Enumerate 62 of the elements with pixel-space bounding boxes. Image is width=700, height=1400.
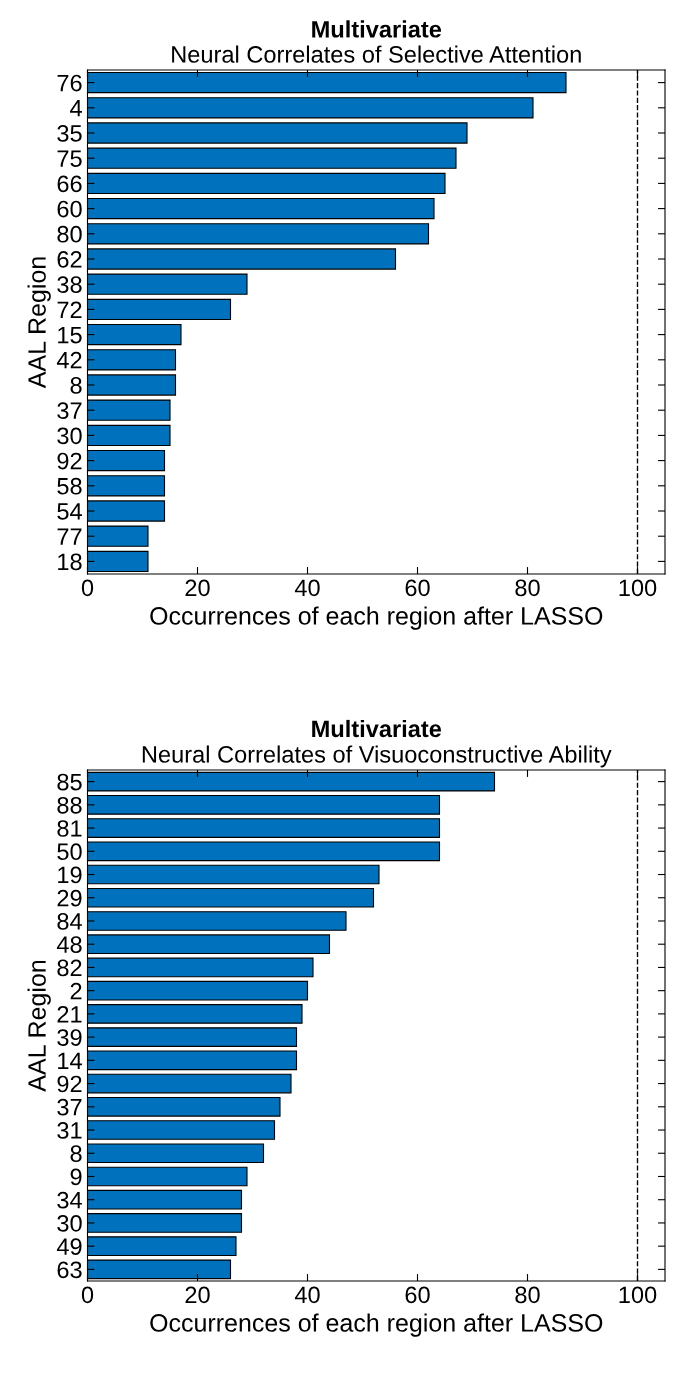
- y-tick-label: 72: [57, 301, 82, 318]
- y-tick-label: 37: [57, 1098, 82, 1116]
- y-tick-label: 37: [57, 402, 82, 419]
- y-tick-label: 30: [57, 427, 82, 445]
- y-tick-label: 85: [57, 773, 82, 791]
- x-tick-label: 20: [185, 579, 210, 597]
- y-tick-label: 60: [57, 200, 82, 218]
- y-tick-label: 75: [57, 150, 82, 167]
- y-tick-label: 8: [70, 1145, 82, 1163]
- y-tick-label: 80: [57, 225, 82, 243]
- x-tick-label: 20: [185, 1286, 210, 1304]
- x-tick-label: 40: [294, 1286, 320, 1304]
- y-axis-title: AAL Region: [27, 960, 51, 1092]
- y-tick-label: 9: [70, 1168, 82, 1186]
- y-tick-label: 54: [57, 503, 82, 520]
- x-tick-label: 80: [515, 579, 540, 597]
- y-tick-label: 2: [70, 982, 82, 1000]
- y-tick-label: 81: [57, 820, 82, 837]
- y-tick-label: 29: [57, 889, 82, 907]
- chart-subtitle: Neural Correlates of Visuoconstructive Ability: [142, 745, 612, 768]
- x-tick-label: 60: [405, 579, 430, 597]
- x-axis-title: Occurrences of each region after LASSO: [150, 1313, 603, 1337]
- y-tick-label: 15: [58, 326, 82, 344]
- x-tick-label: 100: [619, 579, 657, 597]
- x-tick-label: 100: [619, 1286, 657, 1304]
- y-tick-label: 14: [58, 1052, 82, 1069]
- y-tick-label: 88: [57, 796, 82, 814]
- y-tick-label: 18: [58, 553, 82, 571]
- y-tick-label: 42: [56, 351, 82, 369]
- x-tick-label: 60: [405, 1286, 430, 1304]
- y-tick-label: 92: [57, 1075, 82, 1093]
- y-tick-label: 4: [70, 100, 82, 117]
- y-tick-label: 49: [56, 1238, 82, 1255]
- x-tick-label: 80: [515, 1286, 540, 1304]
- y-tick-label: 19: [58, 866, 82, 884]
- y-tick-label: 34: [57, 1191, 82, 1209]
- y-tick-label: 35: [57, 125, 82, 142]
- y-tick-label: 84: [57, 913, 82, 930]
- chart-title: Multivariate: [312, 20, 442, 38]
- y-tick-label: 58: [57, 477, 82, 495]
- y-tick-label: 48: [56, 936, 82, 953]
- y-tick-label: 63: [57, 1261, 82, 1279]
- x-tick-label: 40: [294, 579, 320, 597]
- y-tick-label: 82: [57, 959, 82, 977]
- y-tick-label: 39: [57, 1029, 82, 1046]
- y-axis-title: AAL Region: [27, 257, 51, 389]
- x-axis-title: Occurrences of each region after LASSO: [150, 606, 603, 630]
- x-tick-label: 0: [81, 579, 94, 597]
- y-tick-label: 77: [57, 528, 82, 545]
- y-tick-label: 92: [57, 452, 82, 470]
- x-tick-label: 0: [81, 1286, 94, 1304]
- chart-title: Multivariate: [312, 719, 442, 738]
- y-tick-label: 76: [57, 74, 82, 92]
- y-tick-label: 38: [57, 276, 82, 293]
- y-tick-label: 62: [57, 251, 82, 268]
- y-tick-label: 50: [57, 843, 82, 861]
- y-tick-label: 66: [57, 175, 82, 193]
- chart-subtitle: Neural Correlates of Selective Attention: [172, 45, 581, 63]
- y-tick-label: 30: [57, 1215, 82, 1232]
- y-tick-label: 21: [57, 1005, 82, 1023]
- y-tick-label: 8: [70, 377, 82, 394]
- y-tick-label: 31: [57, 1122, 82, 1139]
